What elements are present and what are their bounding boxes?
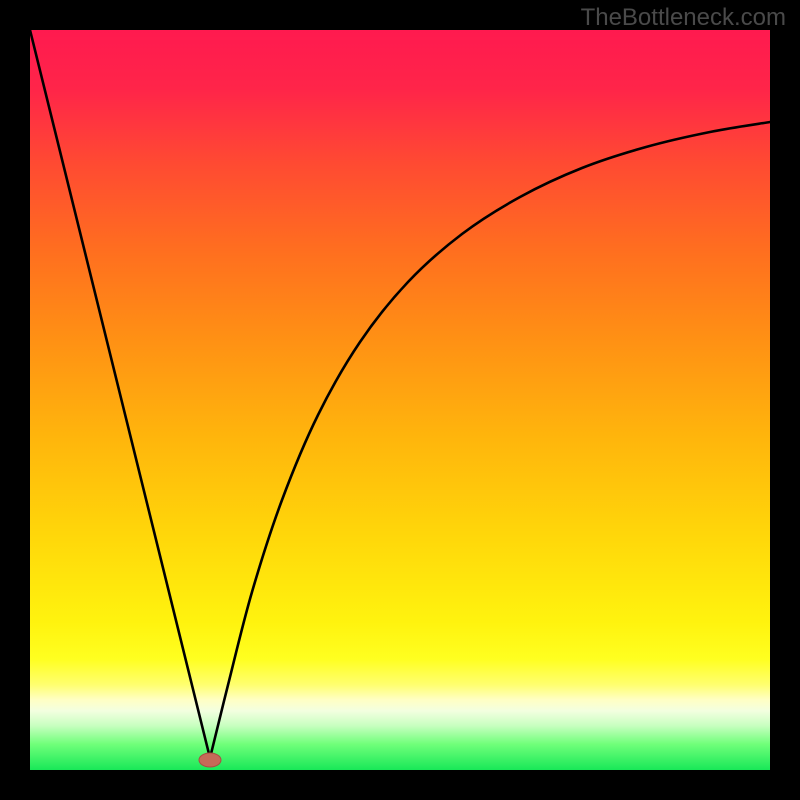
chart-frame: TheBottleneck.com [0,0,800,800]
watermark-text: TheBottleneck.com [581,4,786,32]
plot-background [30,30,770,770]
optimum-marker [199,753,221,767]
bottleneck-chart [0,0,800,800]
